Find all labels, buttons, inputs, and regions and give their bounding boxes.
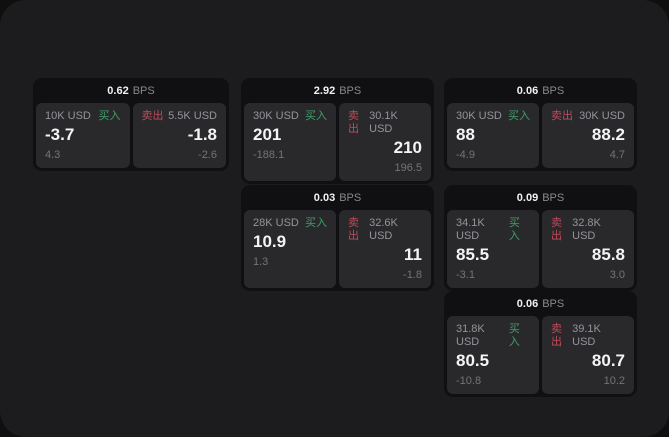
buy-delta-value: -3.1 [456, 269, 475, 281]
bps-unit: BPS [339, 191, 362, 204]
sell-tile[interactable]: 卖出 32.6K USD 11 -1.8 [339, 210, 431, 288]
bps-value: 2.92 [313, 84, 336, 97]
bps-value: 0.06 [516, 84, 539, 97]
bps-header: 0.09 BPS [447, 185, 634, 210]
sell-price-value: 210 [393, 138, 422, 157]
quote-card: 0.03 BPS 28K USD 买入 10.9 1.3 卖出 32.6K US… [241, 185, 434, 291]
buy-tile[interactable]: 30K USD 买入 88 -4.9 [447, 103, 539, 168]
bps-unit: BPS [542, 297, 565, 310]
sell-amount-label: 30.1K USD [369, 110, 398, 135]
buy-amount-label: 31.8K USD [456, 323, 485, 348]
sell-tile[interactable]: 卖出 30K USD 88.2 4.7 [542, 103, 634, 168]
sell-delta-value: 10.2 [603, 375, 625, 387]
sell-side-label: 卖出 [348, 110, 359, 135]
sell-amount-label: 5.5K USD [168, 110, 217, 122]
buy-tile[interactable]: 10K USD 买入 -3.7 4.3 [36, 103, 130, 168]
bps-header: 0.06 BPS [447, 291, 634, 316]
buy-delta-value: 1.3 [253, 256, 269, 268]
sell-delta-value: 4.7 [609, 149, 625, 161]
sell-delta-value: 3.0 [609, 269, 625, 281]
buy-price-value: -3.7 [45, 125, 75, 144]
buy-price-value: 85.5 [456, 245, 490, 264]
buy-tile[interactable]: 31.8K USD 买入 80.5 -10.8 [447, 316, 539, 394]
bps-header: 0.62 BPS [36, 78, 226, 103]
buy-price-value: 88 [456, 125, 475, 144]
sell-delta-value: -2.6 [198, 149, 217, 161]
sell-side-label: 卖出 [141, 110, 164, 122]
sell-price-value: 88.2 [591, 125, 625, 144]
buy-tile[interactable]: 34.1K USD 买入 85.5 -3.1 [447, 210, 539, 288]
sell-price-value: 11 [404, 245, 422, 264]
buy-price-value: 10.9 [253, 232, 287, 251]
sell-price-value: 80.7 [591, 351, 625, 370]
sell-amount-label: 32.8K USD [572, 217, 601, 242]
sell-tile[interactable]: 卖出 5.5K USD -1.8 -2.6 [132, 103, 226, 168]
bps-unit: BPS [132, 84, 155, 97]
buy-price-value: 201 [253, 125, 282, 144]
sell-amount-label: 30K USD [579, 110, 625, 122]
buy-side-label: 买入 [508, 217, 520, 242]
buy-amount-label: 34.1K USD [456, 217, 485, 242]
sell-tile[interactable]: 卖出 30.1K USD 210 196.5 [339, 103, 431, 181]
buy-side-label: 买入 [508, 323, 520, 348]
sell-amount-label: 39.1K USD [572, 323, 601, 348]
bps-value: 0.62 [107, 84, 129, 97]
sell-tile[interactable]: 卖出 39.1K USD 80.7 10.2 [542, 316, 634, 394]
bps-value: 0.09 [516, 191, 539, 204]
buy-amount-label: 28K USD [253, 217, 299, 229]
sell-delta-value: 196.5 [394, 162, 422, 174]
sell-side-label: 卖出 [551, 323, 562, 348]
bps-unit: BPS [542, 191, 565, 204]
sell-price-value: -1.8 [187, 125, 217, 144]
bps-header: 0.06 BPS [447, 78, 634, 103]
buy-delta-value: -188.1 [253, 149, 285, 161]
quote-card: 2.92 BPS 30K USD 买入 201 -188.1 卖出 30.1K … [241, 78, 434, 184]
buy-side-label: 买入 [508, 110, 530, 122]
buy-price-value: 80.5 [456, 351, 490, 370]
bps-header: 0.03 BPS [244, 185, 431, 210]
sell-amount-label: 32.6K USD [369, 217, 398, 242]
bps-value: 0.03 [313, 191, 336, 204]
quote-card: 0.06 BPS 30K USD 买入 88 -4.9 卖出 30K USD 8… [444, 78, 637, 171]
quote-card: 0.62 BPS 10K USD 买入 -3.7 4.3 卖出 5.5K USD… [33, 78, 229, 171]
bps-value: 0.06 [516, 297, 539, 310]
buy-tile[interactable]: 28K USD 买入 10.9 1.3 [244, 210, 336, 288]
bps-unit: BPS [339, 84, 362, 97]
quote-card: 0.06 BPS 31.8K USD 买入 80.5 -10.8 卖出 39.1… [444, 291, 637, 397]
sell-tile[interactable]: 卖出 32.8K USD 85.8 3.0 [542, 210, 634, 288]
buy-side-label: 买入 [305, 110, 327, 122]
buy-amount-label: 30K USD [456, 110, 502, 122]
buy-delta-value: 4.3 [45, 149, 61, 161]
sell-side-label: 卖出 [348, 217, 359, 242]
sell-side-label: 卖出 [551, 217, 562, 242]
buy-amount-label: 10K USD [45, 110, 91, 122]
buy-side-label: 买入 [305, 217, 327, 229]
bps-unit: BPS [542, 84, 565, 97]
sell-delta-value: -1.8 [403, 269, 422, 281]
bps-header: 2.92 BPS [244, 78, 431, 103]
sell-price-value: 85.8 [591, 245, 625, 264]
sell-side-label: 卖出 [551, 110, 573, 122]
buy-tile[interactable]: 30K USD 买入 201 -188.1 [244, 103, 336, 181]
quote-card: 0.09 BPS 34.1K USD 买入 85.5 -3.1 卖出 32.8K… [444, 185, 637, 291]
buy-side-label: 买入 [98, 110, 121, 122]
buy-delta-value: -4.9 [456, 149, 475, 161]
buy-amount-label: 30K USD [253, 110, 299, 122]
buy-delta-value: -10.8 [456, 375, 482, 387]
